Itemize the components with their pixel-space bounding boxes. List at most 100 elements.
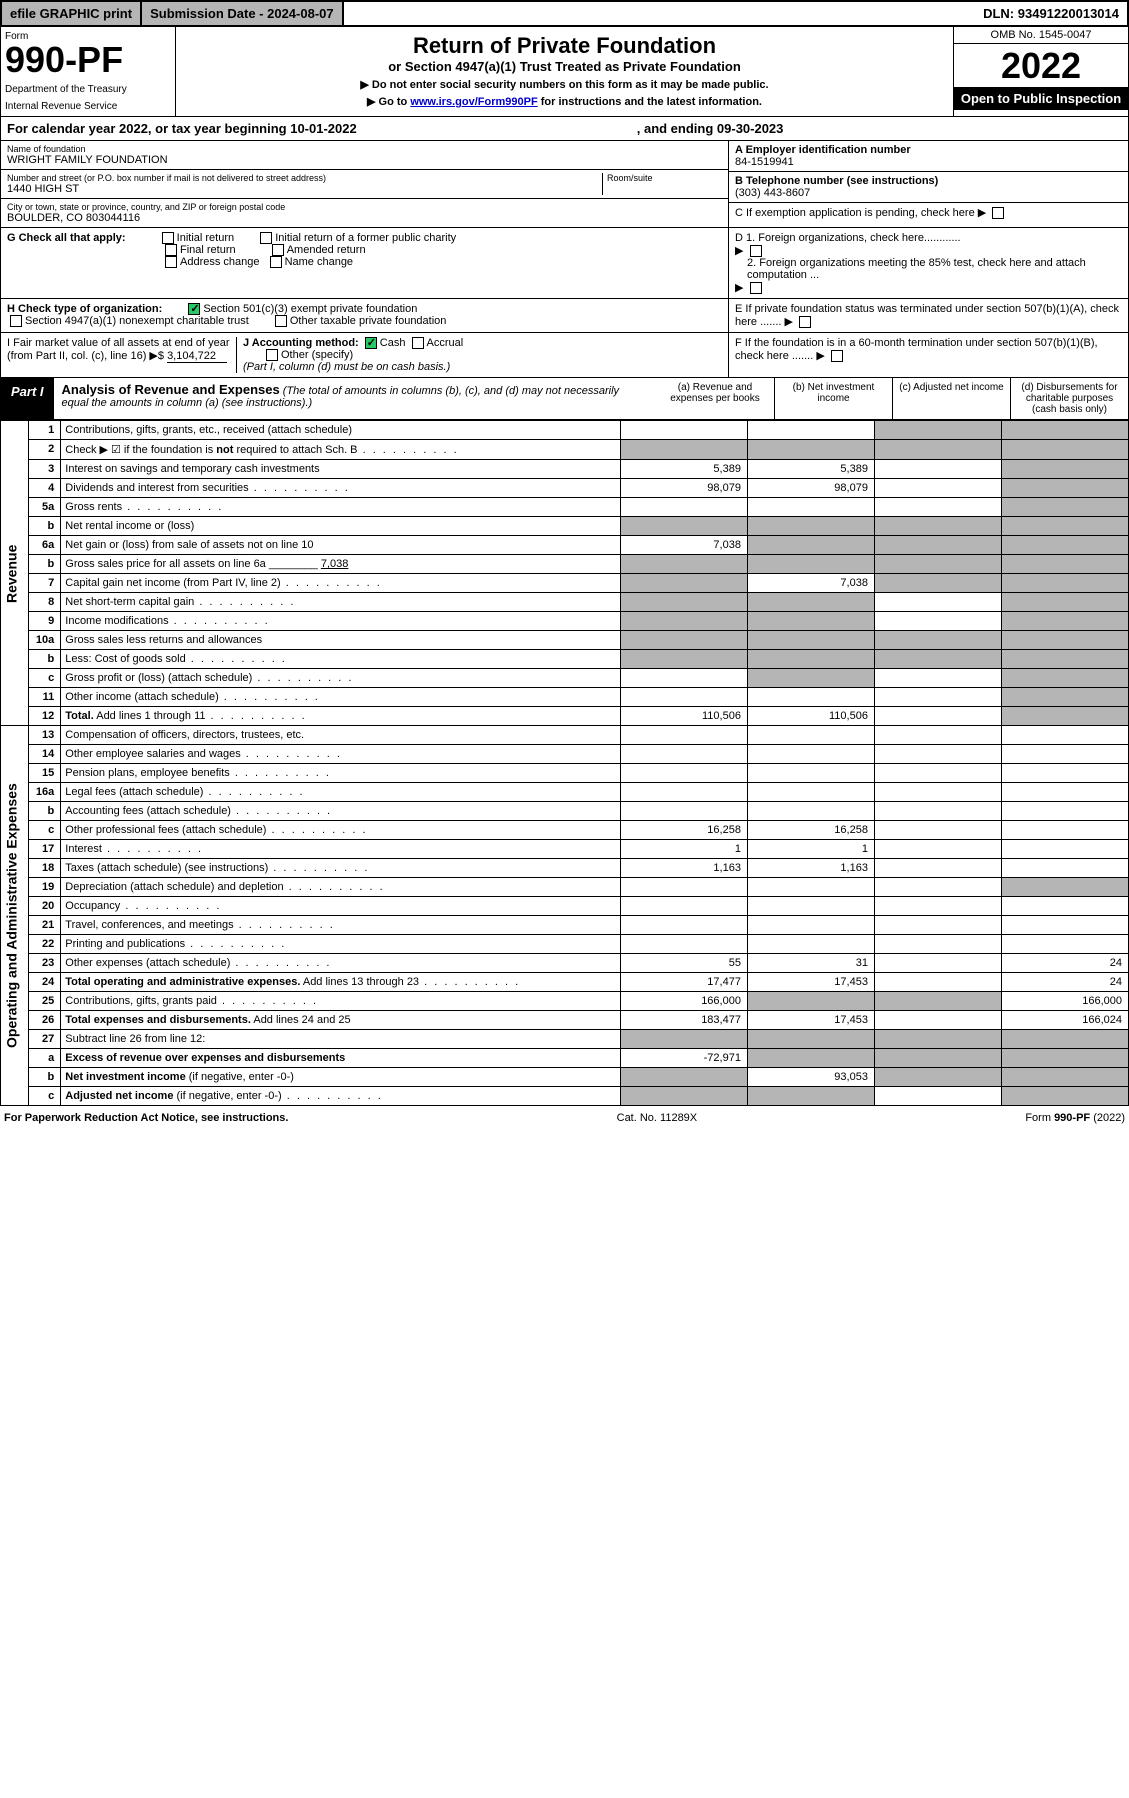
amt-cell (1001, 878, 1128, 897)
table-row: bNet rental income or (loss) (1, 517, 1129, 536)
table-row: 9Income modifications (1, 612, 1129, 631)
form-link[interactable]: www.irs.gov/Form990PF (410, 96, 537, 108)
amt-cell (874, 745, 1001, 764)
amt-cell (620, 745, 747, 764)
col-c: (c) Adjusted net income (892, 378, 1010, 419)
amt-cell: 31 (747, 954, 874, 973)
line-desc: Gross sales price for all assets on line… (61, 555, 621, 574)
amt-cell: -72,971 (620, 1049, 747, 1068)
footer: For Paperwork Reduction Act Notice, see … (0, 1106, 1129, 1130)
amt-cell: 16,258 (620, 821, 747, 840)
line-num: c (28, 669, 60, 688)
line-desc: Pension plans, employee benefits (61, 764, 621, 783)
line-desc: Printing and publications (61, 935, 621, 954)
table-row: 19Depreciation (attach schedule) and dep… (1, 878, 1129, 897)
amt-cell (620, 440, 747, 460)
section-label: Operating and Administrative Expenses (1, 726, 29, 1106)
amt-cell (620, 555, 747, 574)
amt-cell (874, 764, 1001, 783)
table-row: 18Taxes (attach schedule) (see instructi… (1, 859, 1129, 878)
amt-cell: 17,477 (620, 973, 747, 992)
table-row: 11Other income (attach schedule) (1, 688, 1129, 707)
amt-cell (874, 440, 1001, 460)
line-desc: Gross profit or (loss) (attach schedule) (61, 669, 621, 688)
amt-cell (620, 631, 747, 650)
amt-cell (620, 1087, 747, 1106)
amt-cell: 55 (620, 954, 747, 973)
info-block: Name of foundation WRIGHT FAMILY FOUNDAT… (0, 141, 1129, 228)
ein-cell: A Employer identification number 84-1519… (729, 141, 1128, 172)
amt-cell (1001, 479, 1128, 498)
amt-cell: 98,079 (747, 479, 874, 498)
name-cell: Name of foundation WRIGHT FAMILY FOUNDAT… (1, 141, 728, 170)
line-desc: Income modifications (61, 612, 621, 631)
line-num: 21 (28, 916, 60, 935)
line-num: 19 (28, 878, 60, 897)
line-desc: Excess of revenue over expenses and disb… (61, 1049, 621, 1068)
amt-cell (1001, 1087, 1128, 1106)
line-num: 2 (28, 440, 60, 460)
tel-cell: B Telephone number (see instructions) (3… (729, 172, 1128, 203)
line-num: 12 (28, 707, 60, 726)
amt-cell: 98,079 (620, 479, 747, 498)
table-row: 20Occupancy (1, 897, 1129, 916)
line-num: 9 (28, 612, 60, 631)
line-num: b (28, 802, 60, 821)
line-desc: Legal fees (attach schedule) (61, 783, 621, 802)
amt-cell (874, 574, 1001, 593)
amt-cell (620, 517, 747, 536)
amt-cell (874, 726, 1001, 745)
amt-cell: 183,477 (620, 1011, 747, 1030)
amt-cell (1001, 726, 1128, 745)
city-cell: City or town, state or province, country… (1, 199, 728, 227)
amt-cell: 7,038 (620, 536, 747, 555)
table-row: 12Total. Add lines 1 through 11110,50611… (1, 707, 1129, 726)
line-num: 8 (28, 593, 60, 612)
line-num: 18 (28, 859, 60, 878)
line-desc: Accounting fees (attach schedule) (61, 802, 621, 821)
amt-cell (874, 593, 1001, 612)
amt-cell (874, 954, 1001, 973)
dept: Department of the Treasury (5, 84, 171, 95)
submission-date: Submission Date - 2024-08-07 (142, 2, 344, 25)
amt-cell: 166,024 (1001, 1011, 1128, 1030)
amt-cell (620, 669, 747, 688)
line-desc: Net short-term capital gain (61, 593, 621, 612)
table-row: 22Printing and publications (1, 935, 1129, 954)
line-num: b (28, 555, 60, 574)
amt-cell (747, 612, 874, 631)
amt-cell (620, 726, 747, 745)
line-desc: Net rental income or (loss) (61, 517, 621, 536)
amt-cell (874, 460, 1001, 479)
amt-cell (620, 421, 747, 440)
amt-cell: 17,453 (747, 1011, 874, 1030)
amt-cell: 24 (1001, 973, 1128, 992)
amt-cell (1001, 650, 1128, 669)
amt-cell (874, 783, 1001, 802)
amt-cell (747, 897, 874, 916)
line-desc: Taxes (attach schedule) (see instruction… (61, 859, 621, 878)
amt-cell (1001, 935, 1128, 954)
amt-cell (874, 688, 1001, 707)
amt-cell (874, 536, 1001, 555)
line-num: 27 (28, 1030, 60, 1049)
amt-cell (1001, 460, 1128, 479)
table-row: aExcess of revenue over expenses and dis… (1, 1049, 1129, 1068)
amt-cell (1001, 574, 1128, 593)
amt-cell (874, 878, 1001, 897)
amt-cell (874, 840, 1001, 859)
amt-cell: 110,506 (747, 707, 874, 726)
calendar-year-row: For calendar year 2022, or tax year begi… (0, 117, 1129, 141)
line-desc: Interest on savings and temporary cash i… (61, 460, 621, 479)
amt-cell (874, 1011, 1001, 1030)
amt-cell (747, 878, 874, 897)
address-cell: Number and street (or P.O. box number if… (1, 170, 728, 199)
amt-cell (620, 802, 747, 821)
amt-cell (620, 935, 747, 954)
h-e-row: H Check type of organization: Section 50… (0, 299, 1129, 333)
amt-cell: 7,038 (747, 574, 874, 593)
amt-cell: 5,389 (747, 460, 874, 479)
amt-cell (1001, 555, 1128, 574)
amt-cell (874, 897, 1001, 916)
table-row: 7Capital gain net income (from Part IV, … (1, 574, 1129, 593)
